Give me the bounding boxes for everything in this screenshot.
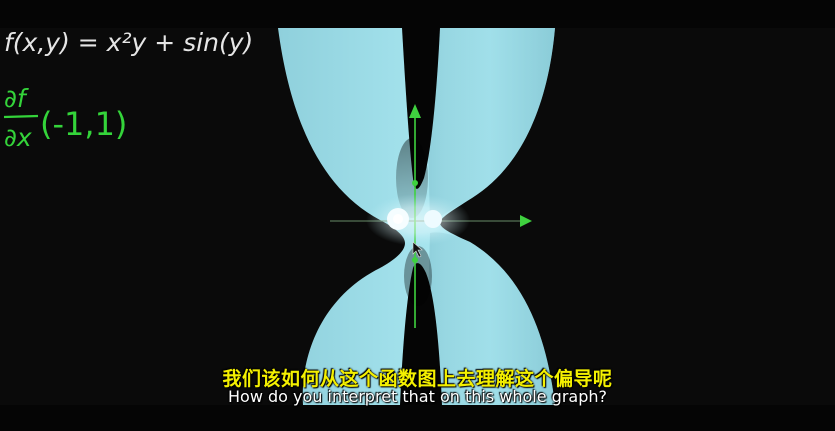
subtitle-english: How do you interpret that on this whole … — [228, 387, 607, 406]
letterbox-bottom — [0, 405, 835, 431]
highlight-point-right — [424, 210, 442, 228]
surface-gap-bottom — [400, 263, 442, 405]
subtitle-chinese: 我们该如何从这个函数图上去理解这个偏导呢 — [222, 368, 613, 390]
highlight-glow — [366, 194, 470, 246]
surface-right-tint — [425, 28, 555, 223]
x-axis-arrow — [520, 215, 532, 227]
y-axis-arrow-up — [409, 104, 421, 118]
3d-graph-scene[interactable] — [0, 28, 835, 405]
mouse-cursor-icon — [412, 241, 423, 258]
surface-graph — [278, 28, 555, 405]
letterbox-top — [0, 0, 835, 28]
